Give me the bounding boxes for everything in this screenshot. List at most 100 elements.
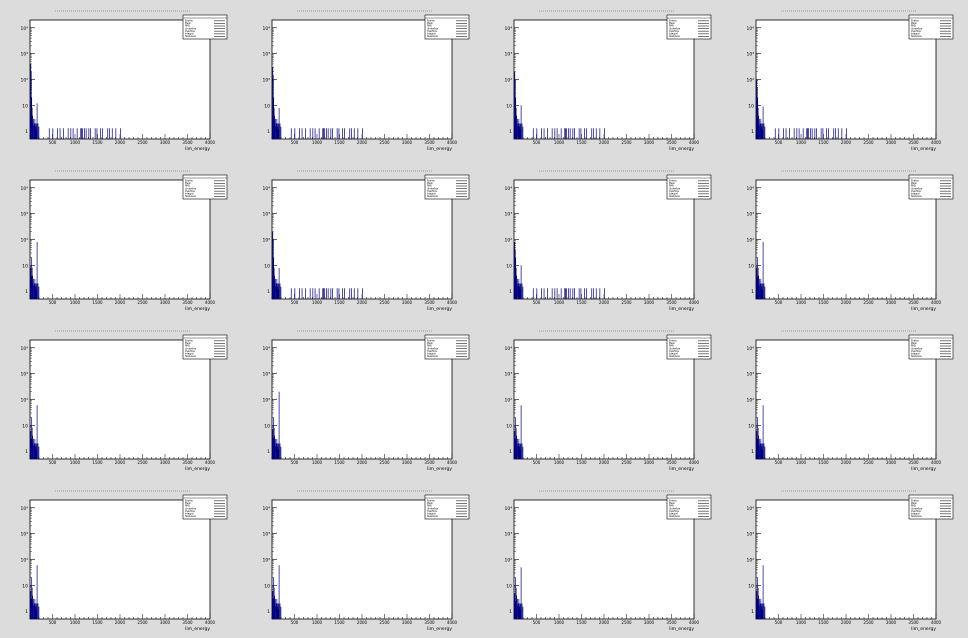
stats-frame bbox=[908, 334, 954, 360]
stats-label: Integral bbox=[669, 193, 678, 196]
y-tick-label: 10³ bbox=[262, 372, 270, 378]
y-tick-label: 10³ bbox=[746, 532, 754, 538]
x-tick-label: 1000 bbox=[70, 140, 81, 145]
histogram-bar bbox=[273, 577, 275, 619]
histogram-bar bbox=[756, 87, 758, 139]
histogram-bar bbox=[757, 107, 759, 139]
histogram-bar bbox=[38, 286, 40, 299]
stats-label: Entries bbox=[185, 180, 193, 183]
stats-label: Entries bbox=[185, 500, 193, 503]
histogram-tail-bar bbox=[305, 288, 306, 299]
y-tick-label: 10³ bbox=[262, 52, 270, 58]
x-tick-label: 3000 bbox=[886, 460, 897, 465]
stats-label: Mean bbox=[185, 182, 192, 185]
x-tick-label: 2000 bbox=[115, 460, 126, 465]
stats-label: Mean bbox=[669, 182, 676, 185]
histogram-bar bbox=[272, 74, 274, 139]
histogram-bar bbox=[757, 257, 759, 299]
stats-frame bbox=[666, 174, 712, 200]
stats-box: EntriesMeanRMSUnderflowOverflowIntegralS… bbox=[182, 14, 228, 40]
histogram-bar bbox=[514, 242, 516, 299]
histogram-peak-bar bbox=[520, 265, 522, 299]
histogram-tail-bar bbox=[299, 288, 300, 299]
histogram-bar bbox=[275, 285, 277, 299]
stats-label: Entries bbox=[427, 340, 435, 343]
histogram-tail-bar bbox=[568, 128, 569, 139]
stats-label: Overflow bbox=[185, 30, 195, 33]
histogram-bar bbox=[30, 71, 32, 139]
histogram-tail-bar bbox=[565, 288, 566, 299]
histogram-bar bbox=[32, 435, 33, 459]
y-tick-label: 10² bbox=[746, 78, 754, 84]
x-tick-label: 500 bbox=[291, 140, 299, 145]
stats-box: EntriesMeanRMSUnderflowOverflowIntegralS… bbox=[182, 174, 228, 200]
histogram-bar bbox=[517, 438, 518, 459]
histogram-tail-bar bbox=[48, 128, 50, 139]
histogram-tail-bar bbox=[342, 128, 343, 139]
histogram-bar bbox=[34, 603, 35, 619]
histogram-peak-bar bbox=[36, 103, 38, 139]
histogram-bar bbox=[275, 438, 276, 459]
x-tick-label: 2000 bbox=[357, 620, 368, 625]
histogram-tail-bar bbox=[338, 128, 340, 139]
histogram-tail-bar bbox=[551, 288, 553, 299]
histogram-bar bbox=[761, 446, 763, 459]
histogram-bar bbox=[517, 285, 519, 299]
histogram-bar bbox=[277, 126, 279, 139]
x-tick-label: 2000 bbox=[841, 300, 852, 305]
x-tick-label: 3500 bbox=[908, 140, 919, 145]
x-tick-label: 4000 bbox=[205, 460, 216, 465]
histogram-bar bbox=[758, 603, 760, 619]
histogram-tail-bar bbox=[532, 128, 534, 139]
stats-frame bbox=[908, 494, 954, 520]
x-tick-label: 3500 bbox=[182, 620, 193, 625]
histogram-bar bbox=[32, 115, 33, 139]
histogram-bar bbox=[32, 283, 34, 299]
x-tick-label: 4000 bbox=[931, 620, 942, 625]
histogram-tail-bar bbox=[841, 128, 843, 139]
histogram-bar bbox=[759, 285, 761, 299]
y-tick-label: 10⁴ bbox=[504, 346, 512, 352]
x-tick-label: 2500 bbox=[137, 460, 148, 465]
histogram-tail-bar bbox=[554, 128, 556, 139]
histogram-tail-bar bbox=[796, 128, 798, 139]
histogram-bar bbox=[279, 443, 281, 459]
stats-label: Mean bbox=[427, 502, 434, 505]
histogram-bar bbox=[517, 125, 519, 139]
histogram-bar bbox=[274, 275, 275, 299]
stats-label: Mean bbox=[911, 182, 918, 185]
stats-box: EntriesMeanRMSUnderflowOverflowIntegralS… bbox=[424, 174, 470, 200]
histogram-bar bbox=[759, 125, 761, 139]
stats-label: Integral bbox=[427, 33, 436, 36]
histogram-bar bbox=[35, 123, 37, 139]
x-axis-label: lim_energy bbox=[427, 626, 452, 632]
histogram-tail-bar bbox=[568, 288, 569, 299]
histogram-tail-bar bbox=[299, 128, 300, 139]
x-tick-label: 2500 bbox=[621, 140, 632, 145]
y-tick-label: 1 bbox=[25, 609, 28, 615]
x-tick-label: 500 bbox=[775, 620, 783, 625]
y-tick-label: 10⁴ bbox=[262, 506, 270, 512]
histogram-bar bbox=[756, 591, 758, 619]
histogram-tail-bar bbox=[565, 128, 566, 139]
plot-frame bbox=[513, 19, 695, 140]
histogram-tail-bar bbox=[344, 288, 345, 299]
histogram-bar bbox=[514, 249, 516, 299]
histogram-bar bbox=[764, 126, 766, 139]
y-tick-label: 10³ bbox=[20, 52, 28, 58]
histogram-bar bbox=[278, 289, 279, 299]
histogram-tail-bar bbox=[595, 288, 597, 299]
histogram-tail-bar bbox=[102, 128, 103, 139]
y-tick-label: 10³ bbox=[262, 532, 270, 538]
histogram-bar bbox=[756, 278, 757, 299]
histogram-tail-bar bbox=[572, 128, 574, 139]
histogram-tail-bar bbox=[593, 128, 594, 139]
histogram-bar bbox=[272, 437, 274, 459]
histogram-bar bbox=[37, 283, 39, 299]
stats-label: Skewness bbox=[911, 35, 923, 38]
histogram-bar bbox=[764, 606, 766, 619]
histogram-tail-bar bbox=[353, 288, 355, 299]
histogram-bar bbox=[514, 438, 516, 459]
y-tick-label: 10² bbox=[20, 78, 28, 84]
histogram-bar bbox=[760, 443, 761, 459]
